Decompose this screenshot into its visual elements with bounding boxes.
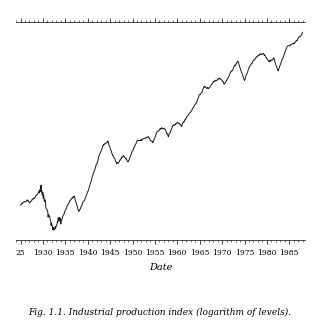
X-axis label: Date: Date bbox=[149, 263, 172, 272]
Text: Fig. 1.1. Industrial production index (logarithm of levels).: Fig. 1.1. Industrial production index (l… bbox=[28, 308, 292, 317]
